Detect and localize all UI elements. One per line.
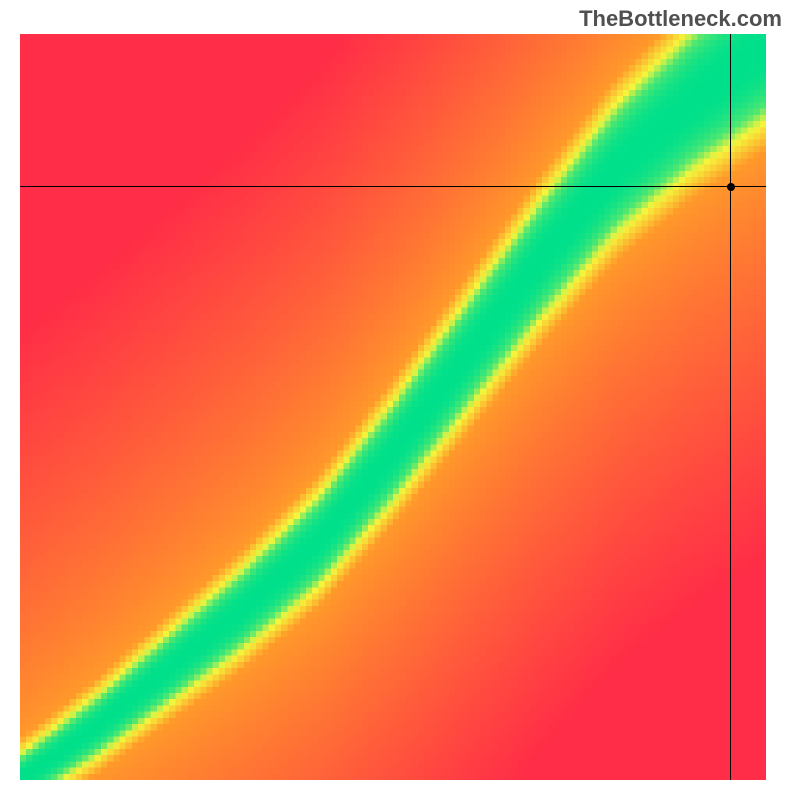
watermark-text: TheBottleneck.com bbox=[579, 6, 782, 32]
plot-area bbox=[20, 34, 766, 780]
figure-container: TheBottleneck.com bbox=[0, 0, 800, 800]
bottleneck-heatmap bbox=[20, 34, 766, 780]
